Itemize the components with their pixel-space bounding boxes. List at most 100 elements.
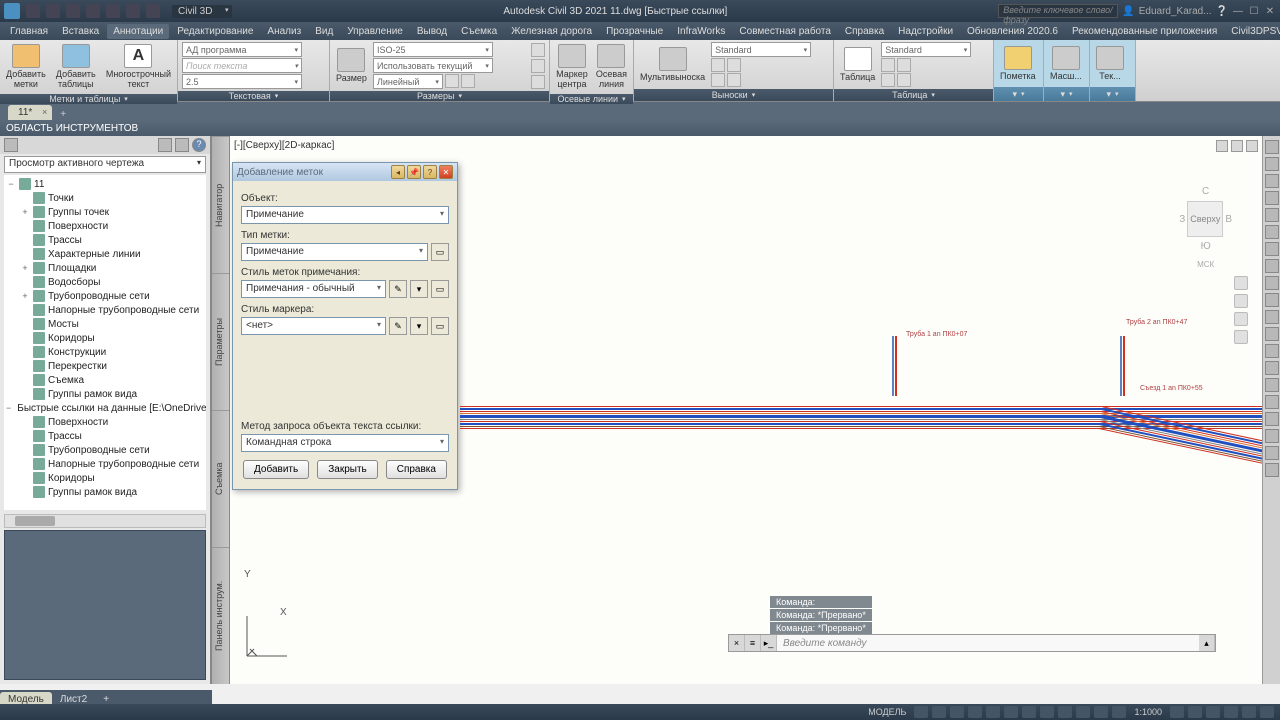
tree-item[interactable]: Водосборы [6,275,204,289]
tree-item[interactable]: Характерные линии [6,247,204,261]
tree-scrollbar-x[interactable] [4,514,206,528]
rtb-10[interactable] [1265,293,1279,307]
style-edit-icon[interactable]: ✎ [389,280,407,298]
help-button[interactable]: Справка [386,460,447,479]
dimension-button[interactable]: Размер [334,46,369,86]
tbl-icon-2[interactable] [897,58,911,72]
menu-надстройки[interactable]: Надстройки [892,24,959,39]
marker-dropdown[interactable]: <нет> [241,317,386,335]
marker-pick-icon[interactable]: ▭ [431,317,449,335]
tree-item[interactable]: Группы рамок вида [6,485,204,499]
rtb-1[interactable] [1265,140,1279,154]
type-pick-icon[interactable]: ▭ [431,243,449,261]
document-tab[interactable]: 11*× [8,105,52,120]
sb-custom-icon[interactable] [1260,706,1274,718]
app-icon[interactable] [4,3,20,19]
style-dropdown[interactable]: Примечания - обычный [241,280,386,298]
dim-tool-1[interactable] [531,43,545,57]
viewport-label[interactable]: [-][Сверху][2D-каркас] [234,140,334,151]
sb-full-icon[interactable] [1242,706,1256,718]
panel-title-centerlines[interactable]: Осевые линии [550,94,633,104]
dim-style-dropdown[interactable]: ISO-25 [373,42,493,57]
tree-item[interactable]: Группы рамок вида [6,387,204,401]
mleader-style-dropdown[interactable]: Standard [711,42,811,57]
tree-item[interactable]: Трассы [6,233,204,247]
viewcube[interactable]: С З Сверху В Ю МСК [1179,186,1232,269]
qat-print-icon[interactable] [106,4,120,18]
qat-open-icon[interactable] [46,4,60,18]
text-panel-button[interactable]: Тек... [1094,44,1126,84]
cmd-expand-icon[interactable]: ▴ [1199,635,1215,651]
tree-item[interactable]: Поверхности [6,219,204,233]
sb-grid-icon[interactable] [914,706,928,718]
status-scale[interactable]: 1:1000 [1130,707,1166,717]
menu-прозрачные[interactable]: Прозрачные [600,24,669,39]
rtb-6[interactable] [1265,225,1279,239]
rtb-18[interactable] [1265,429,1279,443]
panel-title-labels[interactable]: Метки и таблицы [0,94,177,104]
ts-icon-left[interactable] [4,138,18,152]
sidetab-Съемка[interactable]: Съемка [212,410,229,547]
qat-redo-icon[interactable] [146,4,160,18]
viewcube-w[interactable]: З [1179,214,1185,225]
tree-item[interactable]: −Быстрые ссылки на данные [E:\OneDrive\W… [6,401,204,415]
rtb-12[interactable] [1265,327,1279,341]
toolspace-view-dropdown[interactable]: Просмотр активного чертежа [4,156,206,173]
workspace-dropdown[interactable]: Civil 3D [172,5,232,18]
rtb-15[interactable] [1265,378,1279,392]
viewcube-n[interactable]: С [1179,186,1232,197]
text-height-input[interactable]: 2.5 [182,74,302,89]
tree-item[interactable]: Поверхности [6,415,204,429]
nav-orbit-icon[interactable] [1234,330,1248,344]
menu-вид[interactable]: Вид [309,24,339,39]
qat-saveas-icon[interactable] [86,4,100,18]
ml-icon-4[interactable] [727,73,741,87]
dim-linear-dropdown[interactable]: Линейный [373,74,443,89]
rtb-16[interactable] [1265,395,1279,409]
sb-gear-icon[interactable] [1170,706,1184,718]
menu-съемка[interactable]: Съемка [455,24,503,39]
sb-snap-icon[interactable] [932,706,946,718]
tree-item[interactable]: Точки [6,191,204,205]
viewcube-wcs[interactable]: МСК [1179,260,1232,269]
sb-3dosnap-icon[interactable] [1004,706,1018,718]
ts-icon-1[interactable] [158,138,172,152]
menu-вывод[interactable]: Вывод [411,24,453,39]
sidetab-Навигатор[interactable]: Навигатор [212,136,229,273]
tab-close-icon[interactable]: × [42,107,47,117]
sb-cycle-icon[interactable] [1094,706,1108,718]
tree-item[interactable]: Мосты [6,317,204,331]
sb-osnap-icon[interactable] [986,706,1000,718]
vp-min-icon[interactable] [1216,140,1228,152]
sidetab-Параметры[interactable]: Параметры [212,273,229,410]
dlg-left-icon[interactable]: ◂ [391,165,405,179]
panel-title-leaders[interactable]: Выноски [634,89,833,101]
tree-item[interactable]: Трассы [6,429,204,443]
panel-title-dims[interactable]: Размеры [330,91,549,101]
command-line[interactable]: × ≡ ▸_ Введите команду ▴ [728,634,1216,652]
rtb-8[interactable] [1265,259,1279,273]
menu-анализ[interactable]: Анализ [261,24,307,39]
rtb-7[interactable] [1265,242,1279,256]
drawing-canvas[interactable]: [-][Сверху][2D-каркас] С З Сверху В Ю МС… [230,136,1262,684]
panel-title-text[interactable]: Текстовая [178,91,329,101]
qat-new-icon[interactable] [26,4,40,18]
method-dropdown[interactable]: Командная строка [241,434,449,452]
minimize-icon[interactable]: — [1232,5,1244,17]
rtb-4[interactable] [1265,191,1279,205]
tree-item[interactable]: Трубопроводные сети [6,443,204,457]
tree-item[interactable]: Съемка [6,373,204,387]
status-mode[interactable]: МОДЕЛЬ [864,707,910,717]
qat-undo-icon[interactable] [126,4,140,18]
mtext-button[interactable]: AМногострочный текст [104,42,173,92]
table-style-dropdown[interactable]: Standard [881,42,971,57]
sb-polar-icon[interactable] [968,706,982,718]
help-icon[interactable]: ❔ [1216,6,1228,17]
dim-layer-dropdown[interactable]: Использовать текущий [373,58,493,73]
sidetab-Панель инструм.[interactable]: Панель инструм. [212,547,229,684]
menu-справка[interactable]: Справка [839,24,890,39]
tree-item[interactable]: Напорные трубопроводные сети [6,457,204,471]
menu-обновления 2020.6[interactable]: Обновления 2020.6 [961,24,1064,39]
sb-otrack-icon[interactable] [1022,706,1036,718]
marker-edit-icon[interactable]: ✎ [389,317,407,335]
